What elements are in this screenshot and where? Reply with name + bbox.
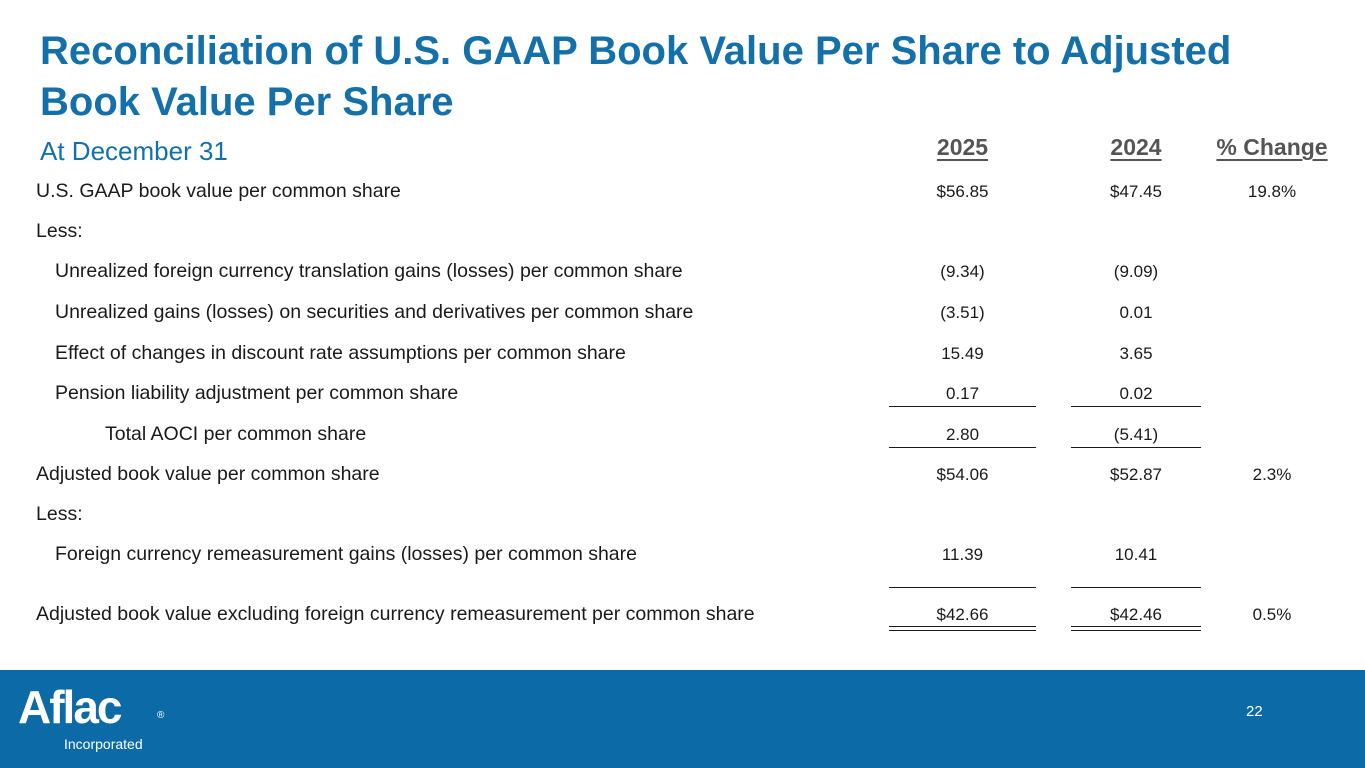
row-label: Unrealized gains (losses) on securities … [55, 301, 694, 323]
row-label: Foreign currency remeasurement gains (lo… [55, 543, 637, 565]
logo-subtitle: Incorporated [64, 736, 143, 752]
table-row: Total AOCI per common share 2.80 (5.41) [0, 423, 1365, 453]
page-title: Reconciliation of U.S. GAAP Book Value P… [40, 29, 1232, 124]
table-row: Less: [0, 503, 1365, 533]
value-2025: 11.39 [941, 545, 984, 564]
value-2025: (3.51) [940, 303, 985, 322]
value-2024: $47.45 [1110, 182, 1162, 201]
value-change: 19.8% [1247, 182, 1297, 201]
table-row: Less: [0, 220, 1365, 250]
value-2025: 2.80 [945, 425, 980, 444]
value-2024: 3.65 [1119, 344, 1153, 363]
row-label: Less: [36, 220, 83, 242]
subtotal-rule-2024 [1071, 406, 1201, 407]
row-label: U.S. GAAP book value per common share [36, 180, 401, 202]
value-2024: $42.46 [1110, 605, 1162, 624]
value-2024: 0.01 [1119, 303, 1153, 322]
column-header-2025: 2025 [936, 134, 989, 160]
row-label: Effect of changes in discount rate assum… [55, 342, 626, 364]
table-row: Unrealized gains (losses) on securities … [0, 301, 1365, 331]
page-subtitle: At December 31 [40, 136, 228, 166]
value-change: 2.3% [1252, 465, 1292, 484]
page-number: 22 [1246, 703, 1263, 720]
value-2025: $42.66 [936, 605, 989, 624]
table-row: Unrealized foreign currency translation … [0, 260, 1365, 290]
logo-wordmark: Aflac [18, 681, 122, 733]
row-label: Adjusted book value excluding foreign cu… [36, 603, 755, 625]
row-label: Less: [36, 503, 83, 525]
value-2024: 10.41 [1114, 545, 1158, 564]
table-row: U.S. GAAP book value per common share $5… [0, 180, 1365, 210]
double-underline-2025 [889, 626, 1036, 631]
row-label: Total AOCI per common share [105, 423, 367, 445]
row-label: Adjusted book value per common share [36, 463, 380, 485]
double-underline-2024 [1071, 626, 1201, 631]
registered-mark: ® [157, 710, 165, 721]
value-2025: 0.17 [945, 384, 980, 403]
row-label: Unrealized foreign currency translation … [55, 260, 683, 282]
value-2024: 0.02 [1119, 384, 1153, 403]
value-2025: $54.06 [936, 465, 989, 484]
table-row: Effect of changes in discount rate assum… [0, 342, 1365, 372]
final-rule-2024 [1071, 587, 1201, 588]
value-2025: (9.34) [940, 262, 985, 281]
column-header-2024: 2024 [1110, 134, 1162, 160]
value-2025: $56.85 [936, 182, 989, 201]
final-rule-2025 [889, 587, 1036, 588]
aflac-logo: Aflac ® Incorporated [18, 682, 178, 752]
value-2024: $52.87 [1110, 465, 1162, 484]
value-2024: (9.09) [1113, 262, 1159, 281]
row-label: Pension liability adjustment per common … [55, 382, 459, 404]
subtotal-rule-2025 [889, 406, 1036, 407]
table-row: Adjusted book value per common share $54… [0, 463, 1365, 493]
table-row: Foreign currency remeasurement gains (lo… [0, 543, 1365, 573]
total-rule-2025 [889, 447, 1036, 448]
column-header-change: % Change [1216, 134, 1328, 160]
table-row: Adjusted book value excluding foreign cu… [0, 603, 1365, 633]
total-rule-2024 [1071, 447, 1201, 448]
value-2025: 15.49 [941, 344, 984, 363]
value-2024: (5.41) [1113, 425, 1159, 444]
value-change: 0.5% [1252, 605, 1292, 624]
table-row: Pension liability adjustment per common … [0, 382, 1365, 412]
footer-bar [0, 670, 1365, 768]
